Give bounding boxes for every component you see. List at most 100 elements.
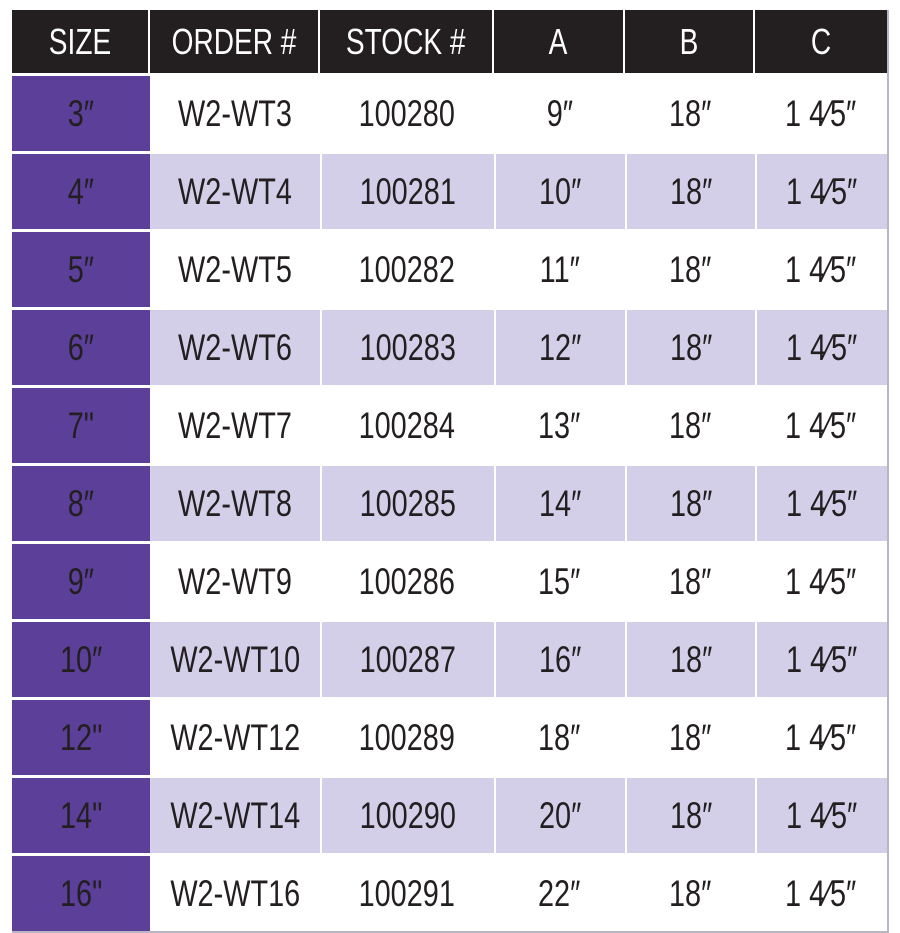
cell-b: 18″ xyxy=(625,76,755,151)
cell-size: 6″ xyxy=(12,310,150,385)
cell-text: 1 4⁄5″ xyxy=(786,482,858,524)
cell-size: 8″ xyxy=(12,466,150,541)
cell-text: 1 4⁄5″ xyxy=(786,326,858,368)
cell-text: W2-WT4 xyxy=(178,170,292,212)
cell-order-number: W2-WT5 xyxy=(150,232,320,307)
cell-text: 100284 xyxy=(358,404,456,446)
cell-a: 15″ xyxy=(494,544,625,619)
cell-text: 7" xyxy=(67,404,95,446)
cell-b: 18″ xyxy=(625,310,755,385)
header-label: A xyxy=(549,20,568,62)
cell-size: 16" xyxy=(12,856,150,931)
table-row: 9″ W2-WT9 100286 15″ 18″ 1 4⁄5″ xyxy=(12,544,887,622)
cell-text: 1 4⁄5″ xyxy=(785,872,857,914)
table-row: 8″ W2-WT8 100285 14″ 18″ 1 4⁄5″ xyxy=(12,466,887,544)
cell-text: W2-WT8 xyxy=(178,482,292,524)
cell-c: 1 4⁄5″ xyxy=(755,388,887,463)
cell-b: 18″ xyxy=(625,232,755,307)
cell-stock-number: 100285 xyxy=(320,466,494,541)
header-label: C xyxy=(810,20,832,62)
cell-c: 1 4⁄5″ xyxy=(755,544,887,619)
cell-stock-number: 100291 xyxy=(320,856,494,931)
cell-order-number: W2-WT10 xyxy=(150,622,320,697)
cell-text: W2-WT12 xyxy=(170,716,300,758)
cell-order-number: W2-WT6 xyxy=(150,310,320,385)
cell-order-number: W2-WT16 xyxy=(150,856,320,931)
cell-text: 15″ xyxy=(538,560,581,602)
table-header-row: SIZE ORDER # STOCK # A B C xyxy=(12,10,887,76)
cell-a: 9″ xyxy=(494,76,625,151)
cell-text: 18″ xyxy=(668,404,712,446)
cell-size: 10″ xyxy=(12,622,150,697)
cell-c: 1 4⁄5″ xyxy=(755,778,887,853)
cell-b: 18″ xyxy=(625,388,755,463)
cell-text: 16" xyxy=(59,872,103,914)
cell-text: W2-WT16 xyxy=(170,872,300,914)
cell-c: 1 4⁄5″ xyxy=(755,232,887,307)
table-row: 10″ W2-WT10 100287 16″ 18″ 1 4⁄5″ xyxy=(12,622,887,700)
cell-stock-number: 100280 xyxy=(320,76,494,151)
cell-text: 100281 xyxy=(359,170,457,212)
cell-stock-number: 100287 xyxy=(320,622,494,697)
cell-text: 1 4⁄5″ xyxy=(786,170,858,212)
cell-text: 12″ xyxy=(539,326,582,368)
cell-text: 18″ xyxy=(668,92,712,134)
cell-text: 14″ xyxy=(539,482,582,524)
table-row: 3″ W2-WT3 100280 9″ 18″ 1 4⁄5″ xyxy=(12,76,887,154)
cell-text: 100285 xyxy=(359,482,457,524)
cell-text: 18″ xyxy=(668,872,712,914)
cell-size: 3″ xyxy=(12,76,150,151)
cell-size: 9″ xyxy=(12,544,150,619)
cell-text: 1 4⁄5″ xyxy=(785,248,857,290)
cell-text: 18″ xyxy=(669,794,713,836)
cell-b: 18″ xyxy=(625,622,755,697)
cell-text: 100282 xyxy=(358,248,456,290)
cell-text: 1 4⁄5″ xyxy=(785,560,857,602)
cell-text: W2-WT10 xyxy=(170,638,300,680)
cell-order-number: W2-WT8 xyxy=(150,466,320,541)
cell-size: 14" xyxy=(12,778,150,853)
table-row: 14" W2-WT14 100290 20″ 18″ 1 4⁄5″ xyxy=(12,778,887,856)
cell-c: 1 4⁄5″ xyxy=(755,700,887,775)
cell-text: 10″ xyxy=(59,638,103,680)
cell-text: 18″ xyxy=(668,560,712,602)
cell-text: 100286 xyxy=(358,560,456,602)
cell-text: 18″ xyxy=(669,638,713,680)
cell-text: 18″ xyxy=(538,716,581,758)
header-label: ORDER # xyxy=(171,20,297,62)
cell-order-number: W2-WT4 xyxy=(150,154,320,229)
cell-text: 16″ xyxy=(539,638,582,680)
cell-order-number: W2-WT7 xyxy=(150,388,320,463)
header-b: B xyxy=(625,10,755,73)
cell-text: 9″ xyxy=(67,560,95,602)
header-label: STOCK # xyxy=(346,20,466,62)
cell-c: 1 4⁄5″ xyxy=(755,76,887,151)
cell-stock-number: 100286 xyxy=(320,544,494,619)
cell-text: 14" xyxy=(59,794,103,836)
cell-c: 1 4⁄5″ xyxy=(755,856,887,931)
cell-text: 1 4⁄5″ xyxy=(786,794,858,836)
cell-text: 20″ xyxy=(539,794,582,836)
cell-text: 11″ xyxy=(539,248,580,290)
cell-text: W2-WT6 xyxy=(178,326,292,368)
cell-a: 10″ xyxy=(494,154,625,229)
cell-a: 14″ xyxy=(494,466,625,541)
cell-text: 18″ xyxy=(668,716,712,758)
cell-text: 8″ xyxy=(67,482,95,524)
cell-text: W2-WT5 xyxy=(178,248,292,290)
cell-order-number: W2-WT12 xyxy=(150,700,320,775)
cell-b: 18″ xyxy=(625,778,755,853)
cell-text: 10″ xyxy=(539,170,582,212)
cell-order-number: W2-WT3 xyxy=(150,76,320,151)
cell-stock-number: 100284 xyxy=(320,388,494,463)
header-c: C xyxy=(755,10,887,73)
cell-order-number: W2-WT9 xyxy=(150,544,320,619)
cell-b: 18″ xyxy=(625,700,755,775)
cell-text: 12" xyxy=(59,716,103,758)
cell-size: 4″ xyxy=(12,154,150,229)
cell-b: 18″ xyxy=(625,544,755,619)
cell-a: 13″ xyxy=(494,388,625,463)
cell-size: 7" xyxy=(12,388,150,463)
cell-text: 18″ xyxy=(669,326,713,368)
table-row: 4″ W2-WT4 100281 10″ 18″ 1 4⁄5″ xyxy=(12,154,887,232)
